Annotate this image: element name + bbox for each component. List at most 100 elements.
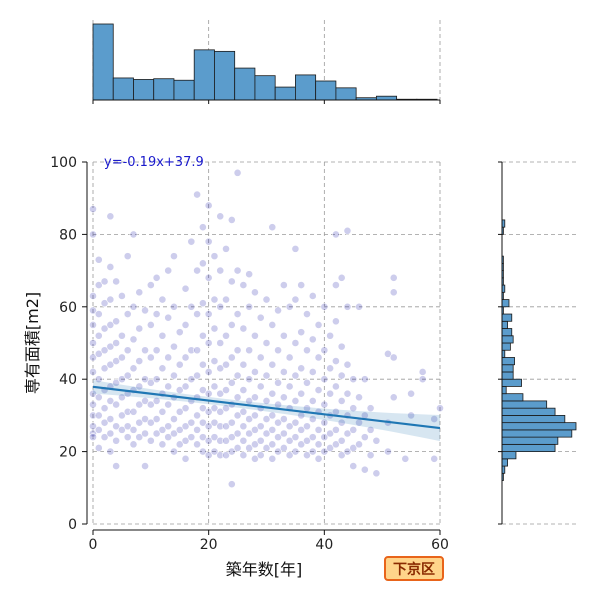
- scatter-point: [222, 436, 230, 445]
- scatter-point: [204, 201, 213, 210]
- scatter-point: [308, 368, 317, 376]
- scatter-point: [233, 444, 242, 452]
- scatter-point: [94, 375, 103, 384]
- scatter-point: [123, 346, 132, 355]
- scatter-point: [291, 295, 300, 304]
- scatter-point: [303, 422, 311, 431]
- scatter-point: [227, 320, 236, 329]
- scatter-point: [355, 440, 363, 449]
- scatter-point: [216, 266, 225, 275]
- right-hist-bar: [501, 458, 508, 467]
- scatter-point: [181, 404, 190, 413]
- scatter-point: [326, 364, 335, 373]
- scatter-point: [268, 440, 277, 449]
- scatter-point: [204, 451, 213, 460]
- scatter-point: [268, 320, 277, 329]
- scatter-point: [308, 397, 317, 405]
- scatter-point: [135, 433, 144, 442]
- scatter-point: [89, 339, 97, 347]
- scatter-point: [146, 281, 155, 289]
- scatter-point: [129, 364, 138, 373]
- scatter-point: [141, 306, 149, 315]
- right-hist-bar: [501, 364, 514, 373]
- scatter-point: [146, 436, 155, 445]
- scatter-point: [256, 382, 265, 391]
- scatter-point: [141, 375, 149, 384]
- scatter-point: [251, 440, 259, 449]
- top-hist-bar: [254, 75, 276, 101]
- scatter-point: [198, 223, 207, 232]
- scatter-point: [100, 277, 109, 286]
- scatter-point: [418, 375, 427, 384]
- scatter-point: [331, 357, 340, 365]
- scatter-point: [222, 360, 230, 369]
- right-hist-bar: [501, 414, 566, 424]
- scatter-point: [366, 425, 375, 434]
- scatter-point: [233, 429, 242, 438]
- scatter-point: [89, 292, 97, 300]
- scatter-point: [181, 320, 190, 329]
- scatter-point: [158, 440, 167, 449]
- scatter-point: [181, 382, 190, 391]
- top-hist-bar: [193, 49, 215, 101]
- scatter-point: [158, 407, 167, 416]
- top-hist-bar: [274, 86, 296, 101]
- scatter-point: [216, 212, 225, 221]
- scatter-point: [262, 295, 271, 304]
- scatter-point: [331, 281, 340, 289]
- right-hist-bar: [501, 299, 510, 308]
- scatter-point: [251, 331, 259, 340]
- scatter-point: [204, 339, 213, 347]
- scatter-point: [233, 266, 242, 275]
- scatter-point: [222, 295, 230, 304]
- scatter-point: [100, 404, 109, 413]
- scatter-point: [222, 244, 230, 253]
- scatter-point: [141, 415, 149, 423]
- scatter-point: [135, 357, 144, 365]
- scatter-point: [349, 425, 358, 434]
- scatter-point: [320, 302, 329, 311]
- scatter-point: [210, 447, 219, 456]
- scatter-point: [89, 205, 97, 213]
- scatter-point: [187, 375, 196, 384]
- scatter-point: [106, 360, 115, 369]
- scatter-point: [94, 281, 103, 289]
- y-tick-label: 20: [59, 445, 77, 461]
- scatter-point: [175, 328, 184, 337]
- scatter-point: [227, 433, 236, 442]
- right-hist-bar: [501, 451, 517, 460]
- scatter-point: [193, 411, 201, 420]
- scatter-point: [164, 400, 173, 409]
- scatter-point: [326, 331, 335, 340]
- scatter-point: [193, 440, 201, 449]
- scatter-point: [193, 371, 201, 380]
- scatter-point: [118, 331, 126, 340]
- scatter-point: [436, 404, 444, 413]
- scatter-point: [123, 422, 132, 431]
- scatter-point: [349, 444, 358, 452]
- y-tick-label: 0: [68, 517, 77, 533]
- scatter-point: [343, 302, 352, 311]
- scatter-point: [222, 422, 230, 431]
- scatter-point: [170, 302, 178, 311]
- scatter-point: [170, 447, 178, 456]
- scatter-point: [135, 382, 144, 391]
- scatter-point: [245, 270, 254, 279]
- scatter-point: [372, 469, 381, 478]
- right-hist-bar: [501, 436, 559, 445]
- scatter-point: [187, 302, 196, 311]
- scatter-point: [222, 386, 230, 394]
- scatter-point: [100, 364, 109, 373]
- scatter-point: [308, 447, 317, 456]
- scatter-point: [251, 454, 259, 463]
- scatter-point: [187, 418, 196, 427]
- scatter-point: [198, 331, 207, 340]
- scatter-point: [308, 335, 317, 344]
- scatter-point: [135, 324, 144, 333]
- top-hist-bar: [133, 79, 155, 101]
- scatter-point: [297, 425, 306, 434]
- scatter-point: [158, 331, 167, 340]
- right-hist-bar: [501, 422, 577, 431]
- scatter-point: [314, 440, 323, 449]
- scatter-point: [181, 353, 190, 362]
